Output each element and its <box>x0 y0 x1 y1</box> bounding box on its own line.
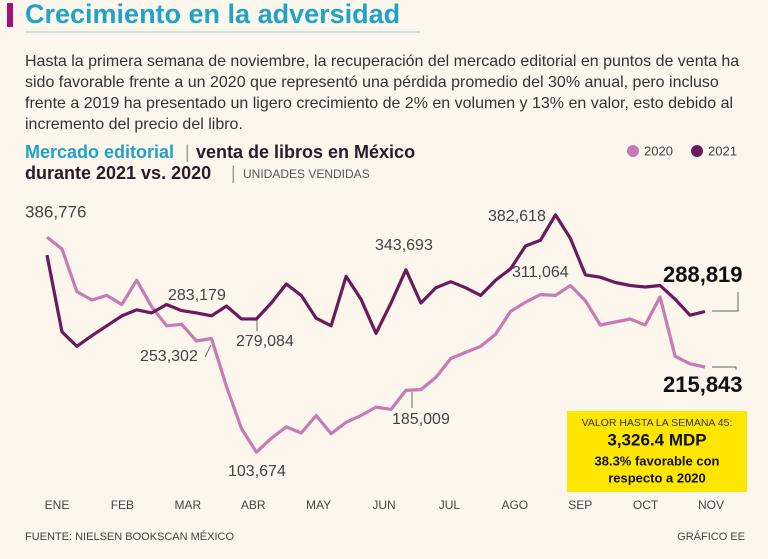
x-tick-label: NOV <box>698 498 724 512</box>
callout-text: 38.3% favorable con <box>595 453 720 468</box>
leader-line <box>204 344 212 358</box>
x-tick-label: JUN <box>372 498 395 512</box>
legend-label: 2020 <box>644 143 673 158</box>
series-line <box>46 235 706 454</box>
credit: GRÁFICO EE <box>677 530 745 543</box>
separator: | <box>231 163 236 183</box>
x-tick-label: AGO <box>501 498 528 512</box>
data-label: 279,084 <box>236 333 294 350</box>
x-tick-label: JUL <box>439 498 461 512</box>
chart-title: Mercado editorial <box>25 142 174 162</box>
paragraph: Hasta la primera semana de noviembre, la… <box>25 53 739 133</box>
data-label: 185,009 <box>392 411 450 428</box>
x-tick-label: FEB <box>111 498 134 512</box>
data-label: 311,064 <box>512 264 569 281</box>
paragraph-line: incremento del precio del libro. <box>25 116 243 133</box>
x-tick-label: MAY <box>306 498 331 512</box>
leader-line <box>712 292 739 312</box>
data-label: 386,776 <box>25 202 86 221</box>
leader-line <box>712 366 737 370</box>
x-tick-label: SEP <box>568 498 592 512</box>
data-label: 283,179 <box>168 287 226 304</box>
paragraph-line: sido favorable frente a un 2020 que repr… <box>25 74 719 91</box>
series-line <box>45 213 706 348</box>
legend-swatch <box>627 145 639 157</box>
paragraph-line: Hasta la primera semana de noviembre, la… <box>25 53 739 70</box>
callout-box <box>567 411 747 492</box>
data-label: 103,674 <box>228 463 286 480</box>
legend-label: 2021 <box>708 143 737 158</box>
x-tick-label: MAR <box>174 498 201 512</box>
x-tick-label: OCT <box>633 498 659 512</box>
data-label: 343,693 <box>375 237 433 254</box>
unit-label: UNIDADES VENDIDAS <box>243 167 370 181</box>
page-title: Crecimiento en la adversidad <box>25 0 400 29</box>
data-label: 215,843 <box>663 372 743 397</box>
x-tick-label: ENE <box>45 498 70 512</box>
callout-text: respecto a 2020 <box>608 470 706 485</box>
separator: | <box>185 142 190 162</box>
data-label: 288,819 <box>663 262 743 287</box>
x-tick-label: ABR <box>241 498 266 512</box>
callout-text: 3,326.4 MDP <box>607 430 706 449</box>
legend-swatch <box>691 145 703 157</box>
data-label: 253,302 <box>140 348 198 365</box>
source: FUENTE: NIELSEN BOOKSCAN MÉXICO <box>25 530 234 543</box>
paragraph-line: frente a 2019 ha presentado un ligero cr… <box>25 95 733 112</box>
data-label: 382,618 <box>488 208 546 225</box>
chart-subtitle: venta de libros en México <box>196 142 415 162</box>
title-bar <box>7 3 13 27</box>
chart-subtitle: durante 2021 vs. 2020 <box>25 163 211 183</box>
callout-text: VALOR HASTA LA SEMANA 45: <box>582 417 733 429</box>
